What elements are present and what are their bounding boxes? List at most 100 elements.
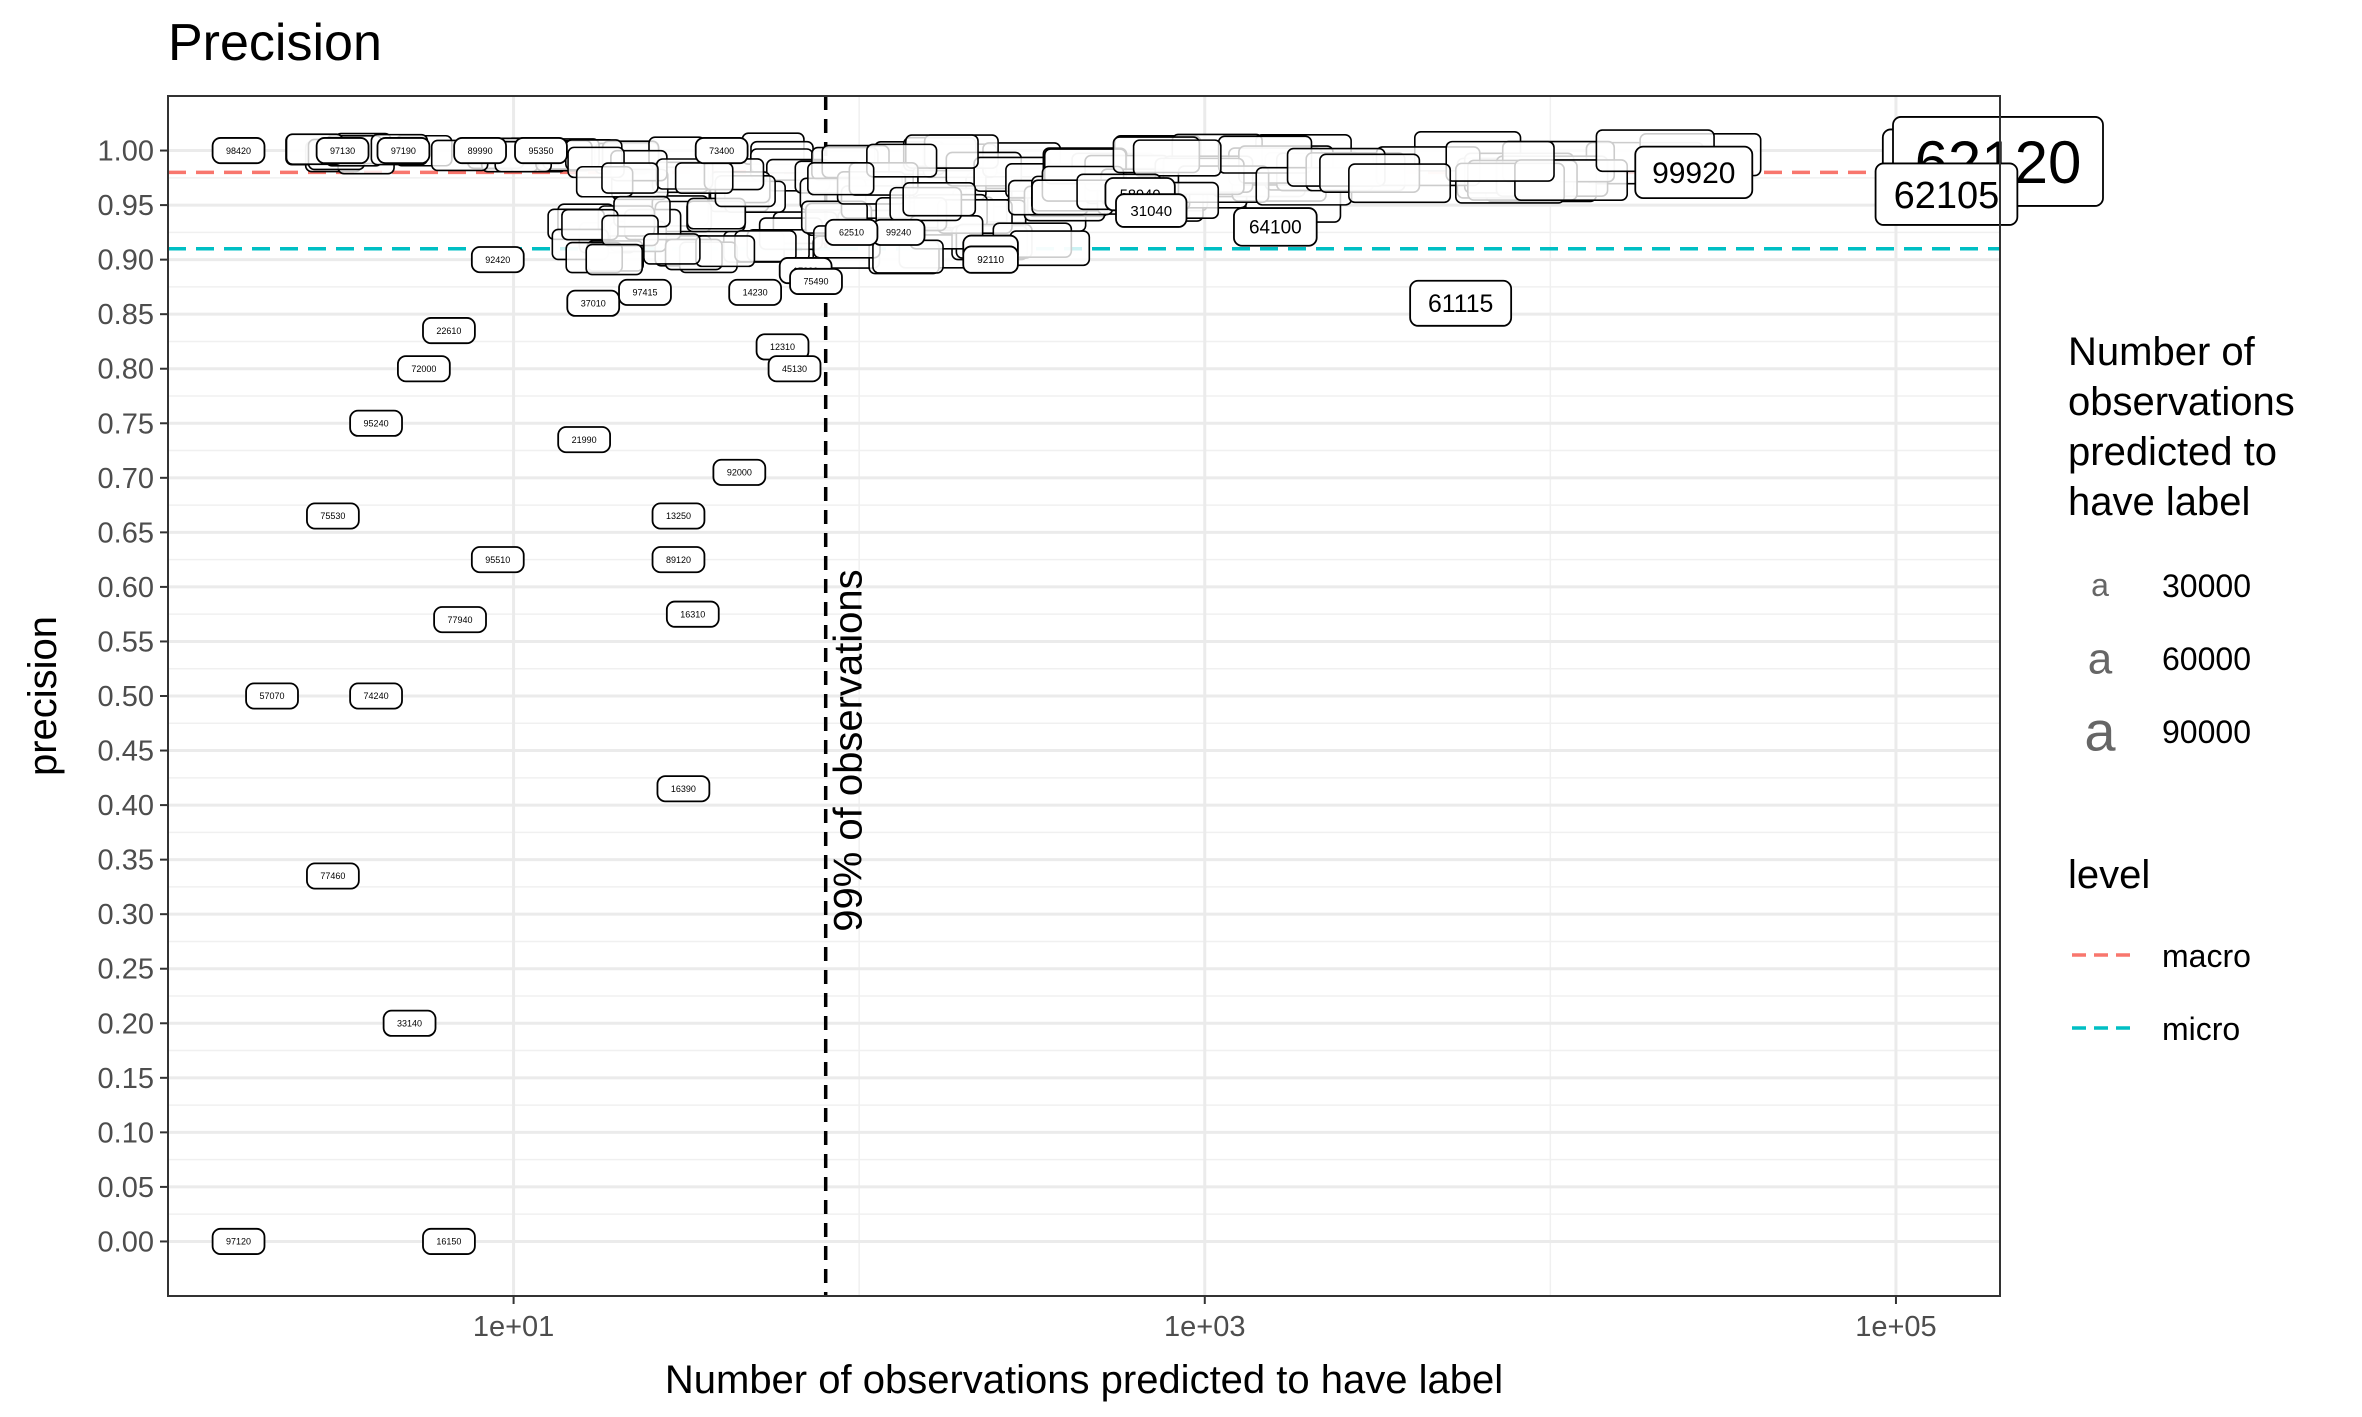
- data-point-label: 12310: [755, 333, 810, 361]
- point-label-text: 22610: [436, 326, 461, 336]
- point-box: [962, 245, 1019, 274]
- size-legend-label: 90000: [2162, 714, 2251, 750]
- point-box: [665, 600, 720, 628]
- point-box: [382, 1009, 437, 1037]
- data-point-label: 64100: [1233, 207, 1318, 247]
- point-box: [349, 409, 403, 437]
- label-box: [1445, 140, 1555, 182]
- point-label-text: 57070: [260, 691, 285, 701]
- point-box: [789, 267, 843, 295]
- data-point-label: 13250: [651, 502, 706, 530]
- data-labels: 9842097130971908999095350734006111062120…: [211, 116, 2104, 1255]
- point-box: [315, 137, 370, 165]
- size-legend-glyph: a: [2084, 700, 2116, 763]
- data-point-label: 97190: [376, 137, 431, 165]
- point-label-text: 97415: [632, 288, 657, 298]
- data-point-label: 16310: [665, 600, 720, 628]
- point-label-text: 45130: [782, 364, 807, 374]
- point-label-text: 14230: [743, 288, 768, 298]
- point-label-text: 13250: [666, 511, 691, 521]
- y-tick-label: 0.60: [98, 572, 154, 604]
- y-tick-label: 0.95: [98, 190, 154, 222]
- point-box: [514, 137, 568, 165]
- point-box: [470, 546, 525, 574]
- level-legend-label: micro: [2162, 1011, 2240, 1047]
- point-label-text: 92000: [727, 468, 752, 478]
- point-box: [349, 682, 403, 710]
- data-point-label: 57070: [245, 682, 299, 710]
- label-box: [585, 243, 644, 276]
- data-point-label: 62510: [824, 218, 879, 246]
- point-label-text: 73400: [709, 146, 734, 156]
- y-tick-label: 0.25: [98, 954, 154, 986]
- point-box: [470, 246, 525, 274]
- data-point-label: 95350: [514, 137, 568, 165]
- data-point-label: 21990: [557, 426, 611, 454]
- data-point-label: 77940: [433, 606, 487, 634]
- point-label-text: 31040: [1130, 203, 1172, 220]
- point-label-text: 89990: [468, 146, 493, 156]
- point-label-text: 95240: [364, 419, 389, 429]
- y-tick-label: 0.15: [98, 1063, 154, 1095]
- data-point-label: 99240: [871, 218, 926, 246]
- point-label-text: 99920: [1652, 157, 1735, 190]
- data-point-label: 72000: [397, 355, 451, 383]
- data-point-label: 95510: [470, 546, 525, 574]
- point-label-text: 92110: [977, 255, 1004, 266]
- y-tick-label: 1.00: [98, 136, 154, 168]
- point-label-text: 99240: [886, 228, 911, 238]
- point-label-text: 64100: [1249, 218, 1302, 239]
- label-box: [695, 235, 756, 268]
- point-box: [1233, 207, 1318, 247]
- point-label-text: 62105: [1894, 175, 2000, 217]
- y-tick-label: 0.40: [98, 790, 154, 822]
- y-tick-label: 0.10: [98, 1117, 154, 1149]
- data-point-label: 45130: [767, 355, 822, 383]
- size-legend-title-line: have label: [2068, 480, 2250, 524]
- point-box: [376, 137, 431, 165]
- y-tick-label: 0.45: [98, 736, 154, 768]
- point-box: [211, 137, 266, 165]
- x-tick-label: 1e+03: [1164, 1311, 1245, 1343]
- data-point-label: 92110: [962, 245, 1019, 274]
- point-label-text: 98420: [226, 146, 251, 156]
- data-point-label: 37010: [566, 289, 621, 317]
- point-label-text: 97190: [391, 146, 416, 156]
- data-point-label: 75490: [789, 267, 843, 295]
- label-box: [807, 162, 875, 196]
- data-point-label: 74240: [349, 682, 403, 710]
- point-label-text: 16390: [671, 784, 696, 794]
- point-box: [824, 218, 879, 246]
- point-box: [306, 502, 360, 530]
- y-tick-label: 0.00: [98, 1226, 154, 1258]
- data-point-label: 14230: [728, 278, 783, 306]
- point-box: [433, 606, 487, 634]
- data-point-label: 16390: [656, 775, 711, 803]
- label-box: [902, 182, 977, 217]
- x-tick-label: 1e+01: [473, 1311, 554, 1343]
- point-box: [566, 289, 621, 317]
- point-label-text: 95510: [485, 555, 510, 565]
- y-tick-label: 0.80: [98, 354, 154, 386]
- point-label-text: 97130: [330, 146, 355, 156]
- level-legend-title: level: [2068, 853, 2150, 897]
- point-box: [306, 862, 360, 890]
- point-label-text: 61115: [1428, 291, 1493, 318]
- data-point-label: 95240: [349, 409, 403, 437]
- data-point-label: 22610: [422, 317, 476, 345]
- size-legend-label: 30000: [2162, 568, 2251, 604]
- data-point-label: 33140: [382, 1009, 437, 1037]
- point-label-text: 72000: [411, 364, 436, 374]
- y-tick-label: 0.30: [98, 899, 154, 931]
- point-box: [422, 317, 476, 345]
- chart-title: Precision: [168, 14, 382, 72]
- point-label-text: 77940: [448, 615, 473, 625]
- y-tick-label: 0.90: [98, 245, 154, 277]
- point-label-text: 92420: [485, 255, 510, 265]
- point-box: [1409, 279, 1513, 327]
- point-label-text: 12310: [770, 342, 795, 352]
- data-point-label: 92420: [470, 246, 525, 274]
- label-box: [643, 233, 701, 265]
- point-label-text: 74240: [364, 691, 389, 701]
